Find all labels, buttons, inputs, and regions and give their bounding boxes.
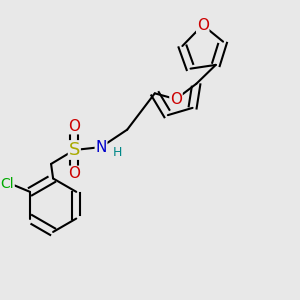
- Text: N: N: [95, 140, 107, 154]
- Text: H: H: [112, 146, 122, 158]
- Text: O: O: [170, 92, 182, 107]
- Text: O: O: [68, 119, 80, 134]
- Text: Cl: Cl: [1, 177, 14, 191]
- Text: O: O: [197, 18, 209, 33]
- Text: O: O: [68, 166, 80, 181]
- Text: S: S: [69, 141, 80, 159]
